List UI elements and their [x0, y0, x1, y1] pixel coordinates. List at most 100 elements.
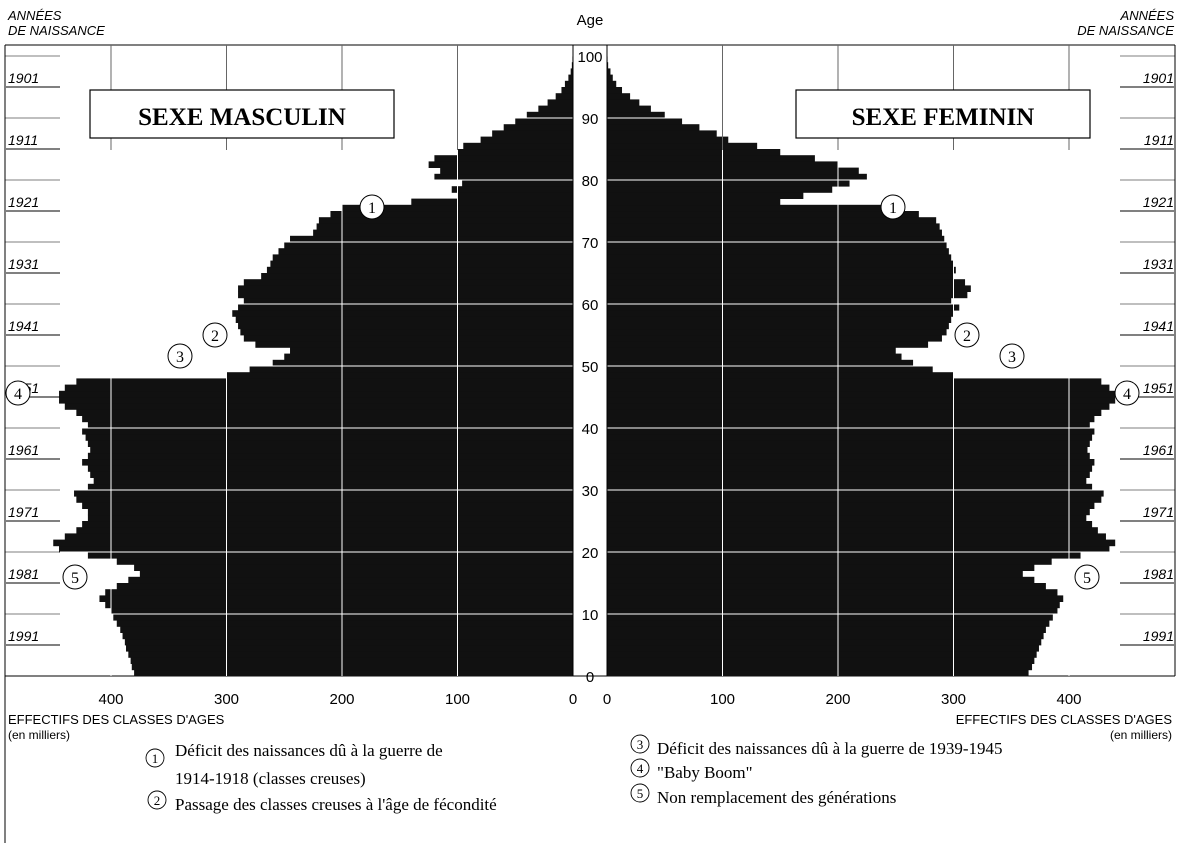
- male-bar: [538, 106, 573, 113]
- male-bar: [126, 645, 573, 652]
- female-x-tick-label: 0: [603, 691, 611, 708]
- annotation-number: 3: [176, 349, 184, 366]
- male-bar: [82, 459, 573, 466]
- female-bar: [607, 422, 1090, 429]
- male-bar: [76, 409, 573, 416]
- male-bar: [53, 540, 573, 547]
- male-bar: [236, 316, 573, 323]
- male-bar: [238, 304, 573, 311]
- female-bar: [607, 279, 965, 286]
- male-bar: [411, 199, 573, 206]
- male-bar: [458, 149, 574, 156]
- male-bar: [88, 484, 573, 491]
- male-bar: [434, 155, 573, 162]
- female-x-tick-label: 200: [825, 691, 850, 708]
- male-bar: [244, 279, 573, 286]
- annotation-number: 5: [71, 570, 79, 587]
- legend-number: 4: [637, 761, 644, 776]
- male-bar: [273, 360, 573, 367]
- female-bar: [607, 577, 1034, 584]
- female-bar: [607, 583, 1046, 590]
- male-bar: [434, 174, 573, 181]
- female-bar: [607, 409, 1101, 416]
- female-x-tick-label: 100: [710, 691, 735, 708]
- annotation-number: 5: [1083, 570, 1091, 587]
- female-birth-year-label: 1911: [1144, 132, 1174, 148]
- male-bar: [88, 552, 573, 559]
- female-bar: [607, 527, 1098, 534]
- male-bar: [128, 651, 573, 658]
- male-bar: [429, 161, 573, 168]
- male-birth-year-label: 1971: [8, 504, 39, 520]
- male-bar: [117, 620, 573, 627]
- male-bar: [556, 93, 573, 100]
- age-tick-label: 10: [582, 607, 599, 624]
- female-bar: [607, 465, 1092, 472]
- right-header-line1: ANNÉES: [1120, 8, 1175, 23]
- female-bar: [607, 378, 1101, 385]
- male-bar: [284, 354, 573, 361]
- age-tick-label: 70: [582, 235, 599, 252]
- female-x-tick-label: 400: [1056, 691, 1081, 708]
- male-bar: [504, 124, 573, 131]
- female-bar: [607, 180, 850, 187]
- male-xunit: (en milliers): [8, 728, 70, 742]
- female-bar: [607, 416, 1094, 423]
- female-bar: [607, 664, 1032, 671]
- female-bar: [607, 509, 1090, 516]
- female-bar: [607, 484, 1092, 491]
- age-tick-label: 20: [582, 545, 599, 562]
- female-bar: [607, 354, 902, 361]
- male-bar: [134, 670, 573, 677]
- female-bar: [607, 626, 1046, 633]
- female-bar: [607, 471, 1090, 478]
- legend-number: 3: [637, 737, 644, 752]
- male-birth-year-label: 1901: [8, 70, 39, 86]
- female-bar: [607, 137, 728, 144]
- male-bar: [90, 447, 573, 454]
- female-bar: [607, 329, 947, 336]
- female-bar: [607, 230, 942, 237]
- male-bar: [82, 416, 573, 423]
- female-bar: [607, 174, 867, 181]
- female-bar: [607, 670, 1029, 677]
- male-bar: [120, 626, 573, 633]
- female-bar: [607, 68, 610, 75]
- annotation-number: 1: [889, 200, 897, 217]
- female-bar: [607, 273, 954, 280]
- male-bar: [238, 292, 573, 299]
- female-bar: [607, 391, 1115, 398]
- female-birth-year-label: 1901: [1143, 70, 1174, 86]
- male-bar: [125, 639, 573, 646]
- female-bar: [607, 112, 665, 119]
- female-birth-year-label: 1941: [1143, 318, 1174, 334]
- female-bar: [607, 316, 951, 323]
- female-bar: [607, 87, 622, 94]
- male-bar: [284, 242, 573, 249]
- age-tick-label: 40: [582, 421, 599, 438]
- male-birth-year-label: 1941: [8, 318, 39, 334]
- male-bar: [113, 614, 573, 621]
- male-bar: [86, 434, 573, 441]
- male-bar: [90, 471, 573, 478]
- legend-text: 1914-1918 (classes creuses): [175, 769, 366, 788]
- female-bar: [607, 440, 1090, 447]
- female-bar: [607, 602, 1060, 609]
- legend-text: Passage des classes creuses à l'âge de f…: [175, 795, 497, 814]
- male-bar: [565, 81, 573, 88]
- male-x-tick-label: 0: [569, 691, 577, 708]
- female-bar: [607, 81, 616, 88]
- age-tick-label: 80: [582, 173, 599, 190]
- male-bar: [131, 657, 573, 664]
- age-tick-label: 0: [586, 669, 594, 686]
- female-bar: [607, 614, 1053, 621]
- female-bar: [607, 515, 1086, 522]
- male-bar: [134, 564, 573, 571]
- male-bar: [481, 137, 573, 144]
- female-bar: [607, 496, 1101, 503]
- male-bar: [88, 515, 573, 522]
- female-bar: [607, 347, 896, 354]
- male-birth-year-label: 1921: [8, 194, 39, 210]
- female-bar: [607, 657, 1034, 664]
- male-birth-year-label: 1961: [8, 442, 39, 458]
